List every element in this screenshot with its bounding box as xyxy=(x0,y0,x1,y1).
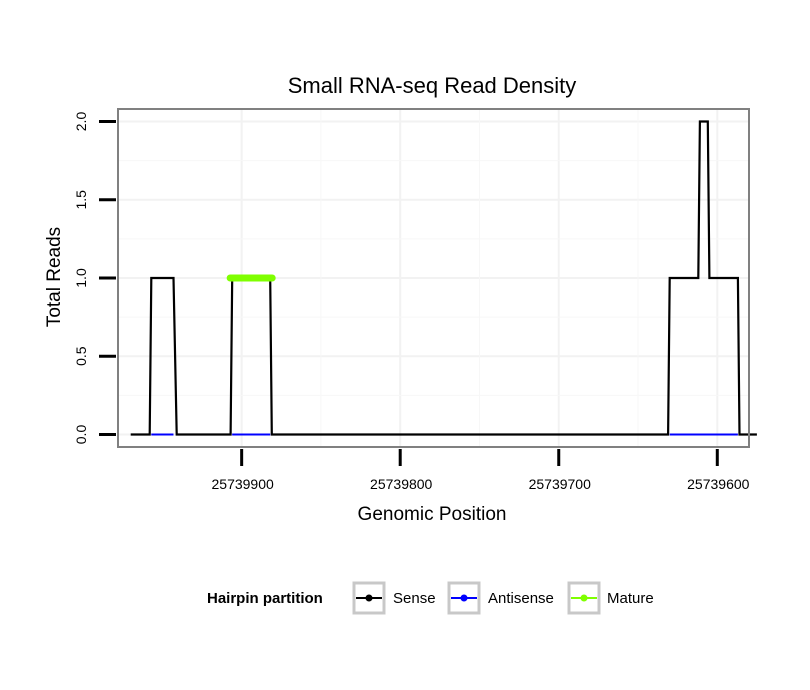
x-tick-label: 25739800 xyxy=(370,476,433,492)
grid-major xyxy=(118,109,749,447)
series-line-sense xyxy=(130,120,757,436)
y-tick-label: 0.0 xyxy=(73,425,89,445)
y-axis-title: Total Reads xyxy=(44,227,65,327)
x-axis: 25739900 25739800 25739700 25739600 xyxy=(212,449,750,492)
y-tick-label: 2.0 xyxy=(73,112,89,132)
y-axis: 0.0 0.5 1.0 1.5 2.0 xyxy=(73,112,116,445)
legend-key-point xyxy=(460,594,468,602)
series-layer xyxy=(130,120,757,436)
grid-minor xyxy=(118,109,749,447)
legend: Hairpin partition Sense Antisense Mature xyxy=(207,581,654,615)
y-tick-label: 1.5 xyxy=(73,190,89,210)
x-tick-label: 25739600 xyxy=(687,476,750,492)
legend-key-point xyxy=(365,594,373,602)
legend-label-antisense: Antisense xyxy=(488,590,554,607)
plot-border xyxy=(117,108,750,448)
y-tick-label: 1.0 xyxy=(73,268,89,288)
legend-key-point xyxy=(580,594,588,602)
legend-title: Hairpin partition xyxy=(207,590,323,607)
legend-label-mature: Mature xyxy=(607,590,654,607)
legend-label-sense: Sense xyxy=(393,590,436,607)
x-tick-label: 25739700 xyxy=(529,476,592,492)
y-tick-label: 0.5 xyxy=(73,346,89,366)
x-axis-title: Genomic Position xyxy=(358,504,507,525)
chart-title: Small RNA-seq Read Density xyxy=(288,73,577,98)
x-tick-label: 25739900 xyxy=(212,476,275,492)
